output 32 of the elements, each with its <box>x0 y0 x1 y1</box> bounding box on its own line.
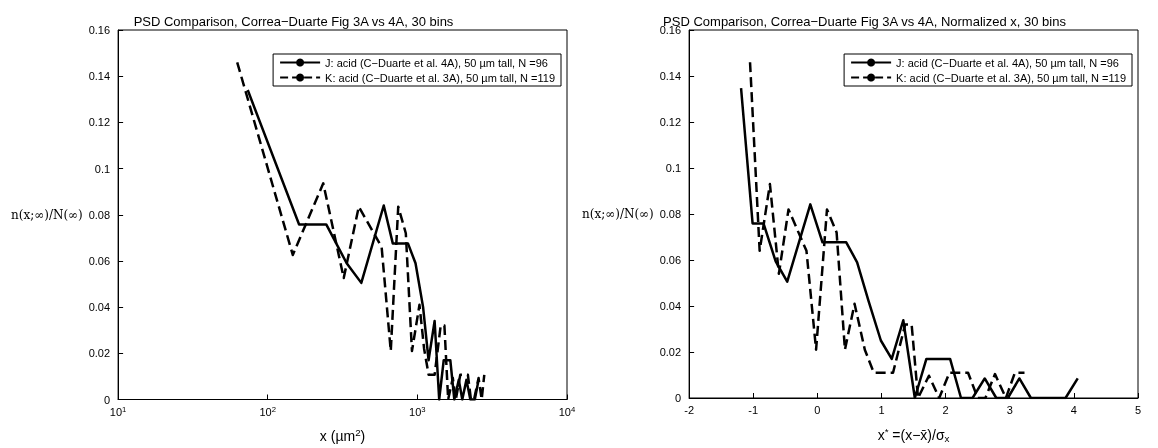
y-tick-label: 0.14 <box>88 70 111 83</box>
x-tick-label: 2 <box>942 403 949 416</box>
y-tick-label: 0.12 <box>659 116 682 128</box>
y-axis-title: n(x;∞)/N(∞) <box>581 207 654 221</box>
x-tick-label: 1 <box>878 403 885 416</box>
x-tick-label: 3 <box>1006 403 1013 416</box>
y-tick-label: 0.06 <box>659 254 682 266</box>
y-tick-label: 0.1 <box>665 162 682 174</box>
y-tick-label: 0.14 <box>659 70 682 82</box>
y-tick-label: 0.04 <box>88 301 111 314</box>
y-axis-title: n(x;∞)/N(∞) <box>10 207 83 222</box>
y-tick-label: 0.02 <box>659 346 682 358</box>
y-tick-label: 0.02 <box>88 347 111 360</box>
x-tick-label: 5 <box>1134 403 1142 416</box>
x-tick-label: -1 <box>748 403 759 416</box>
legend-label: K: acid (C−Duarte et al. 3A), 50 µm tall, N =119 <box>896 71 1126 84</box>
legend-label: K: acid (C−Duarte et al. 3A), 50 µm tall, N =119 <box>325 71 555 84</box>
x-tick-label: -2 <box>684 403 694 416</box>
x-tick-label: 4 <box>1070 403 1077 416</box>
y-tick-label: 0.08 <box>88 208 111 221</box>
y-tick-label: 0.1 <box>94 162 111 175</box>
legend-label: J: acid (C−Duarte et al. 4A), 50 µm tall, N =96 <box>896 56 1119 69</box>
y-tick-label: 0.06 <box>88 254 111 267</box>
y-tick-label: 0 <box>674 392 682 404</box>
chart-title: PSD Comparison, Correa−Duarte Fig 3A vs 4A, 30 bins <box>133 14 454 29</box>
y-tick-label: 0.08 <box>659 208 682 220</box>
y-tick-label: 0.04 <box>659 300 682 312</box>
y-tick-label: 0.16 <box>88 24 111 36</box>
x-tick-label: 0 <box>814 403 821 416</box>
legend-label: J: acid (C−Duarte et al. 4A), 50 µm tall, N =96 <box>325 56 548 69</box>
y-tick-label: 0.12 <box>88 116 111 129</box>
y-tick-label: 0 <box>103 393 111 406</box>
